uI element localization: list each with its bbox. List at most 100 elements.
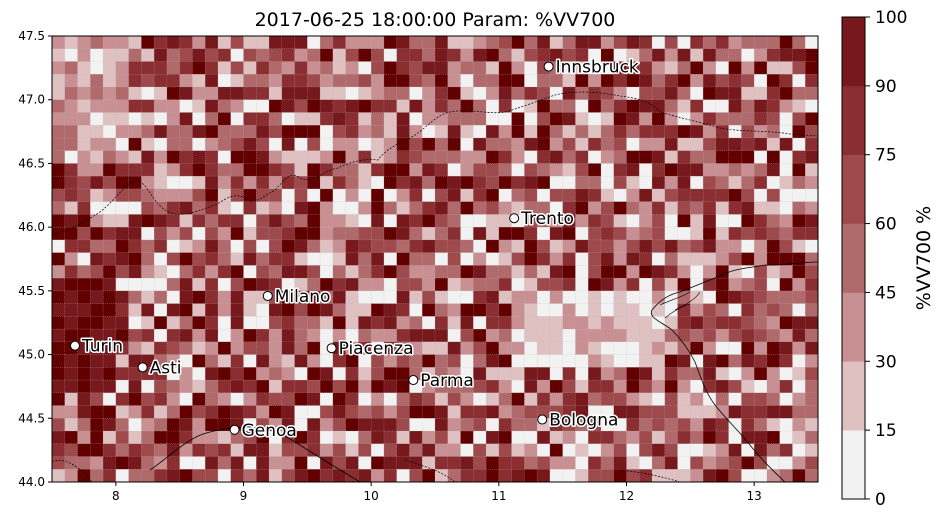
grid-cell: [115, 61, 130, 75]
grid-cell: [702, 137, 717, 152]
grid-cell: [128, 137, 142, 152]
grid-cell: [702, 99, 717, 113]
grid-cell: [230, 392, 244, 406]
grid-cell: [741, 176, 755, 190]
grid-cell: [422, 303, 436, 317]
grid-cell: [77, 61, 91, 75]
grid-cell: [371, 125, 385, 139]
grid-cell: [128, 99, 142, 113]
grid-cell: [371, 188, 385, 203]
grid-cell: [588, 176, 602, 190]
grid-cell: [805, 61, 818, 75]
grid-cell: [115, 290, 130, 305]
grid-cell: [626, 354, 640, 368]
grid-cell: [511, 188, 525, 203]
grid-cell: [473, 201, 487, 215]
city-label: Genoa: [242, 421, 297, 441]
grid-cell: [256, 354, 270, 368]
grid-cell: [422, 354, 436, 368]
grid-cell: [485, 456, 500, 470]
city-marker[interactable]: [69, 340, 80, 351]
grid-cell: [626, 456, 640, 470]
city-marker[interactable]: [537, 414, 548, 425]
grid-cell: [639, 290, 653, 305]
grid-cell: [677, 214, 691, 228]
grid-cell: [358, 290, 372, 305]
grid-cell: [319, 125, 334, 139]
grid-cell: [664, 137, 679, 152]
grid-cell: [562, 99, 576, 113]
grid-cell: [575, 379, 589, 394]
grid-cell: [588, 226, 602, 241]
grid-cell: [115, 456, 130, 470]
grid-cell: [447, 405, 461, 419]
grid-cell: [77, 443, 91, 457]
grid-cell: [115, 176, 130, 190]
grid-cell: [626, 99, 640, 113]
grid-cell: [779, 239, 793, 254]
grid-cell: [396, 367, 410, 381]
grid-cell: [511, 443, 525, 457]
grid-cell: [179, 418, 193, 432]
grid-cell: [102, 99, 117, 113]
grid-cell: [524, 456, 538, 470]
grid-cell: [613, 316, 627, 330]
city-marker[interactable]: [543, 61, 554, 72]
grid-cell: [715, 443, 730, 457]
grid-cell: [460, 405, 474, 419]
grid-cell: [102, 176, 117, 190]
grid-cell: [651, 36, 666, 50]
grid-cell: [371, 443, 385, 457]
grid-cell: [115, 443, 130, 457]
grid-cell: [128, 418, 142, 432]
city-marker[interactable]: [262, 290, 273, 301]
grid-cell: [498, 430, 513, 445]
grid-cell: [805, 112, 818, 126]
grid-cell: [702, 86, 717, 101]
city-marker[interactable]: [137, 362, 148, 373]
city-marker[interactable]: [326, 343, 337, 354]
grid-cell: [741, 125, 755, 139]
grid-cell: [626, 252, 640, 266]
grid-cell: [319, 188, 334, 203]
grid-cell: [141, 379, 155, 394]
grid-cell: [409, 443, 423, 457]
grid-cell: [460, 48, 474, 62]
city-marker[interactable]: [509, 213, 520, 224]
grid-cell: [460, 125, 474, 139]
grid-cell: [754, 469, 768, 482]
grid-cell: [128, 150, 142, 164]
grid-cell: [473, 188, 487, 203]
grid-cell: [90, 418, 104, 432]
city-marker[interactable]: [408, 375, 419, 386]
grid-cell: [230, 226, 244, 241]
grid-cell: [243, 290, 257, 305]
grid-cell: [460, 163, 474, 177]
grid-cell: [792, 456, 806, 470]
grid-cell: [192, 456, 206, 470]
grid-cell: [792, 316, 806, 330]
grid-cell: [371, 303, 385, 317]
grid-cell: [460, 303, 474, 317]
grid-cell: [626, 125, 640, 139]
grid-cell: [77, 239, 91, 254]
grid-cell: [588, 239, 602, 254]
y-tick-label: 45.5: [18, 284, 45, 298]
grid-cell: [690, 226, 704, 241]
grid-cell: [447, 328, 461, 343]
grid-cell: [77, 176, 91, 190]
grid-cell: [588, 265, 602, 279]
grid-cell: [230, 61, 244, 75]
grid-cell: [217, 443, 232, 457]
grid-cell: [396, 290, 410, 305]
grid-cell: [64, 125, 78, 139]
city-marker[interactable]: [229, 424, 240, 435]
grid-cell: [498, 418, 513, 432]
grid-cell: [422, 443, 436, 457]
grid-cell: [205, 74, 219, 88]
grid-cell: [166, 252, 181, 266]
grid-cell: [536, 328, 551, 343]
grid-cell: [639, 201, 653, 215]
grid-cell: [192, 418, 206, 432]
grid-cell: [102, 214, 117, 228]
